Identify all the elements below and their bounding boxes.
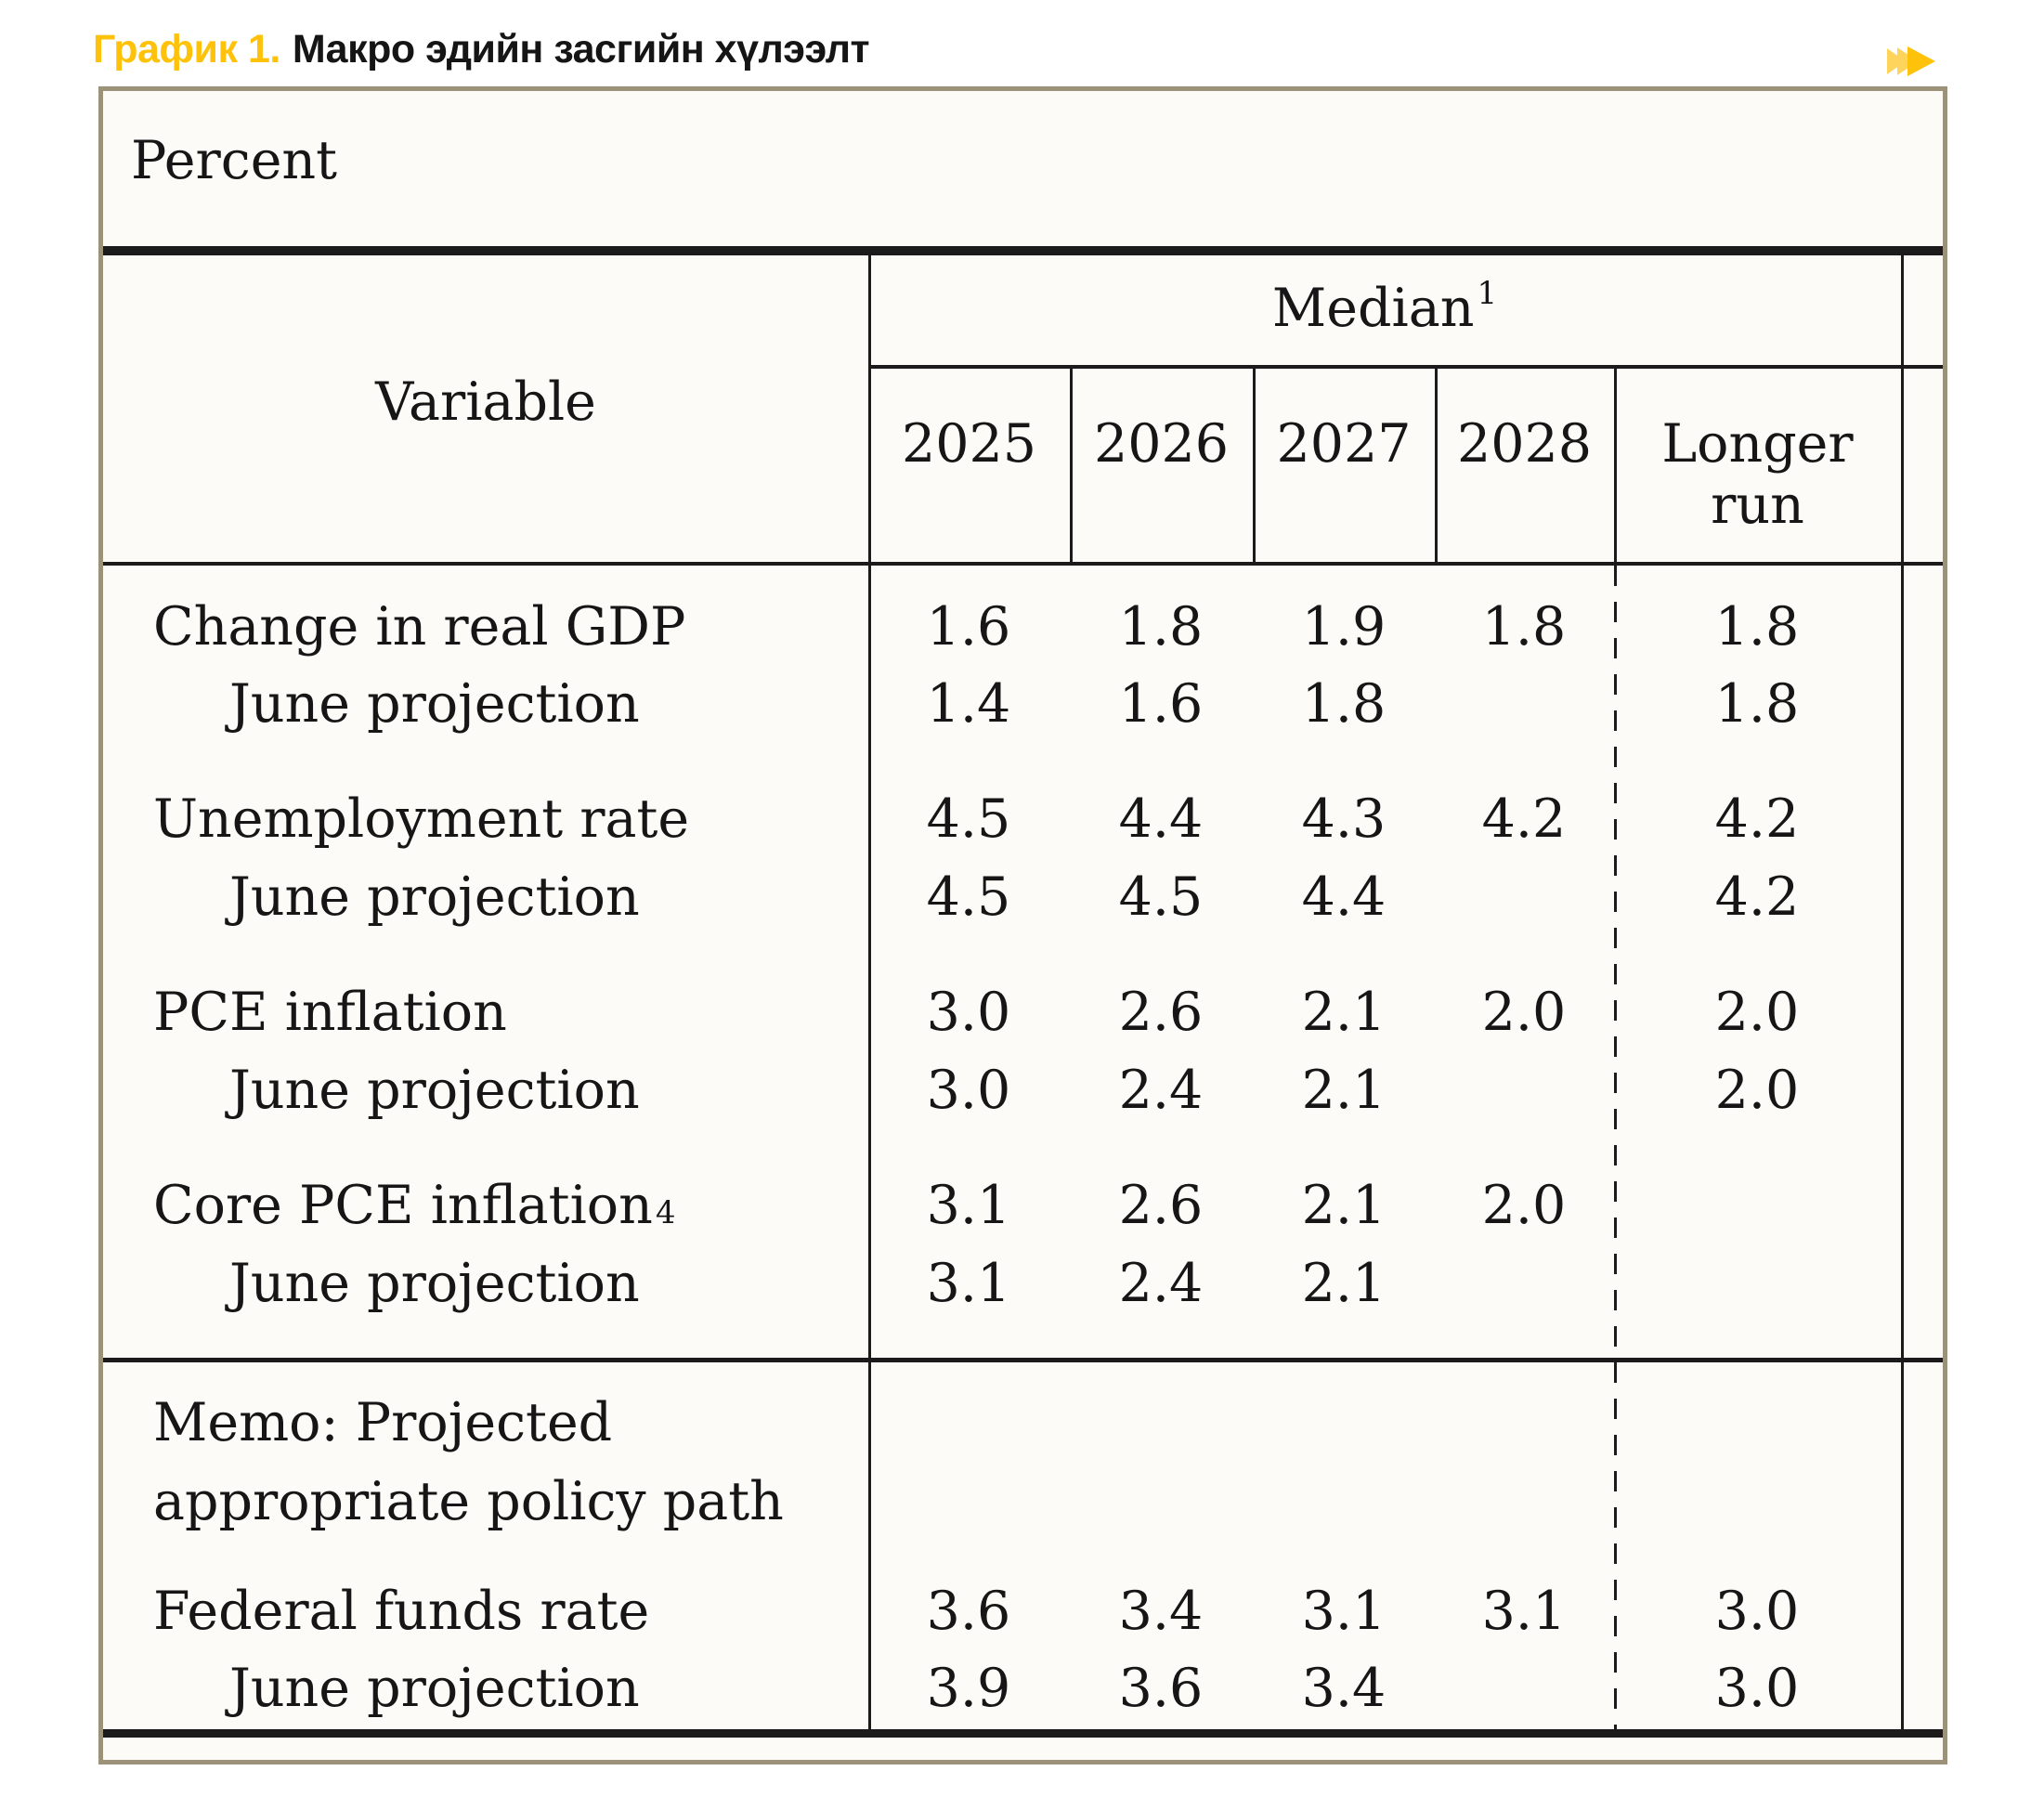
cell-2027: 3.4 [1301, 1658, 1387, 1719]
longer-run-line2: run [1711, 475, 1804, 536]
cell-longer-run: 2.0 [1714, 1060, 1800, 1121]
cell-longer-run: 1.8 [1714, 673, 1800, 735]
cell-2026: 2.4 [1118, 1060, 1204, 1121]
table-row: Federal funds rate 3.6 3.4 3.1 3.1 3.0 [103, 1582, 1943, 1640]
row-label: June projection [229, 1060, 640, 1121]
year-divider-2028-longer [1614, 365, 1617, 562]
cell-2027: 2.1 [1301, 1060, 1387, 1121]
row-label: June projection [229, 1253, 640, 1314]
row-label: Unemployment rate [153, 788, 690, 850]
cell-2028: 2.0 [1481, 982, 1567, 1043]
cell-2027: 2.1 [1301, 982, 1387, 1043]
row-label: June projection [229, 673, 640, 735]
cell-2026: 4.4 [1118, 788, 1204, 850]
cell-2026: 1.6 [1118, 673, 1204, 735]
year-divider-2027-2028 [1435, 365, 1438, 562]
page-title-text: Макро эдийн засгийн хүлээлт [292, 27, 870, 72]
column-header-2028: 2028 [1456, 413, 1593, 475]
year-divider-2026-2027 [1253, 365, 1256, 562]
row-label: Core PCE inflation4 [153, 1177, 675, 1242]
row-label: Federal funds rate [153, 1581, 650, 1642]
cell-2026: 4.5 [1118, 866, 1204, 928]
memo-heading-line1: Memo: Projected [153, 1392, 613, 1453]
cell-2026: 2.6 [1118, 1175, 1204, 1236]
cell-2025: 4.5 [926, 866, 1011, 928]
cell-longer-run: 4.2 [1714, 788, 1800, 850]
table-row: Unemployment rate 4.5 4.4 4.3 4.2 4.2 [103, 790, 1943, 848]
row-label: Change in real GDP [153, 596, 686, 658]
longer-run-line1: Longer [1661, 413, 1854, 475]
table-row: Core PCE inflation4 3.1 2.6 2.1 2.0 [103, 1177, 1943, 1234]
cell-2027: 3.1 [1301, 1581, 1387, 1642]
right-column-divider [1901, 246, 1904, 1729]
longer-run-dashed-divider [1614, 566, 1617, 1729]
column-header-2027: 2027 [1276, 413, 1412, 475]
median-header-text: Median [1271, 278, 1475, 339]
header-bottom-rule [103, 562, 1943, 566]
row-label-text: Core PCE inflation [153, 1175, 653, 1236]
cell-2025: 1.4 [926, 673, 1011, 735]
cell-2026: 2.6 [1118, 982, 1204, 1043]
cell-longer-run: 3.0 [1714, 1581, 1800, 1642]
table-row: June projection 1.4 1.6 1.8 1.8 [103, 675, 1943, 733]
cell-2026: 1.8 [1118, 596, 1204, 658]
table-row: June projection 3.9 3.6 3.4 3.0 [103, 1660, 1943, 1717]
cell-2027: 4.4 [1301, 866, 1387, 928]
cell-2028: 2.0 [1481, 1175, 1567, 1236]
cell-2025: 3.0 [926, 982, 1011, 1043]
column-header-2025: 2025 [901, 413, 1037, 475]
cell-longer-run: 2.0 [1714, 982, 1800, 1043]
page-title-prefix: График 1. [93, 27, 280, 72]
cell-2027: 4.3 [1301, 788, 1387, 850]
page-title: График 1. Макро эдийн засгийн хүлээлт [93, 27, 870, 72]
cell-longer-run: 4.2 [1714, 866, 1800, 928]
cell-2028: 3.1 [1481, 1581, 1567, 1642]
cell-2028: 1.8 [1481, 596, 1567, 658]
memo-heading-line2: appropriate policy path [153, 1471, 784, 1532]
median-header: Median1 [868, 275, 1901, 345]
table-row: PCE inflation 3.0 2.6 2.1 2.0 2.0 [103, 983, 1943, 1041]
fast-forward-icon [1887, 46, 1935, 76]
cell-2028: 4.2 [1481, 788, 1567, 850]
cell-2026: 2.4 [1118, 1253, 1204, 1314]
table-row: June projection 3.0 2.4 2.1 2.0 [103, 1061, 1943, 1119]
variable-column-divider [868, 246, 871, 1729]
units-label: Percent [131, 130, 338, 191]
cell-2025: 3.1 [926, 1175, 1011, 1236]
cell-longer-run: 3.0 [1714, 1658, 1800, 1719]
cell-2027: 2.1 [1301, 1253, 1387, 1314]
memo-separator-rule [103, 1358, 1943, 1362]
row-label: June projection [229, 1658, 640, 1719]
table-bottom-rule [103, 1729, 1943, 1738]
table-row: Change in real GDP 1.6 1.8 1.9 1.8 1.8 [103, 598, 1943, 656]
column-header-2026: 2026 [1093, 413, 1230, 475]
year-divider-2025-2026 [1070, 365, 1073, 562]
row-footnote-marker: 4 [655, 1194, 676, 1231]
variable-header: Variable [375, 371, 596, 433]
cell-2026: 3.6 [1118, 1658, 1204, 1719]
cell-2025: 4.5 [926, 788, 1011, 850]
cell-2025: 3.9 [926, 1658, 1011, 1719]
cell-2027: 1.9 [1301, 596, 1387, 658]
table-row: June projection 4.5 4.5 4.4 4.2 [103, 868, 1943, 926]
median-footnote-marker: 1 [1477, 275, 1498, 312]
cell-2025: 3.0 [926, 1060, 1011, 1121]
column-header-longer-run: Longer run [1614, 413, 1901, 536]
cell-2025: 3.6 [926, 1581, 1011, 1642]
table-top-rule [103, 246, 1943, 255]
cell-2027: 1.8 [1301, 673, 1387, 735]
cell-2025: 3.1 [926, 1253, 1011, 1314]
cell-2027: 2.1 [1301, 1175, 1387, 1236]
row-label: June projection [229, 866, 640, 928]
projections-table: Percent Variable Median1 2025 2026 2027 … [98, 86, 1947, 1764]
median-underline [868, 365, 1943, 369]
table-row: June projection 3.1 2.4 2.1 [103, 1255, 1943, 1312]
cell-longer-run: 1.8 [1714, 596, 1800, 658]
cell-2026: 3.4 [1118, 1581, 1204, 1642]
row-label: PCE inflation [153, 982, 507, 1043]
cell-2025: 1.6 [926, 596, 1011, 658]
